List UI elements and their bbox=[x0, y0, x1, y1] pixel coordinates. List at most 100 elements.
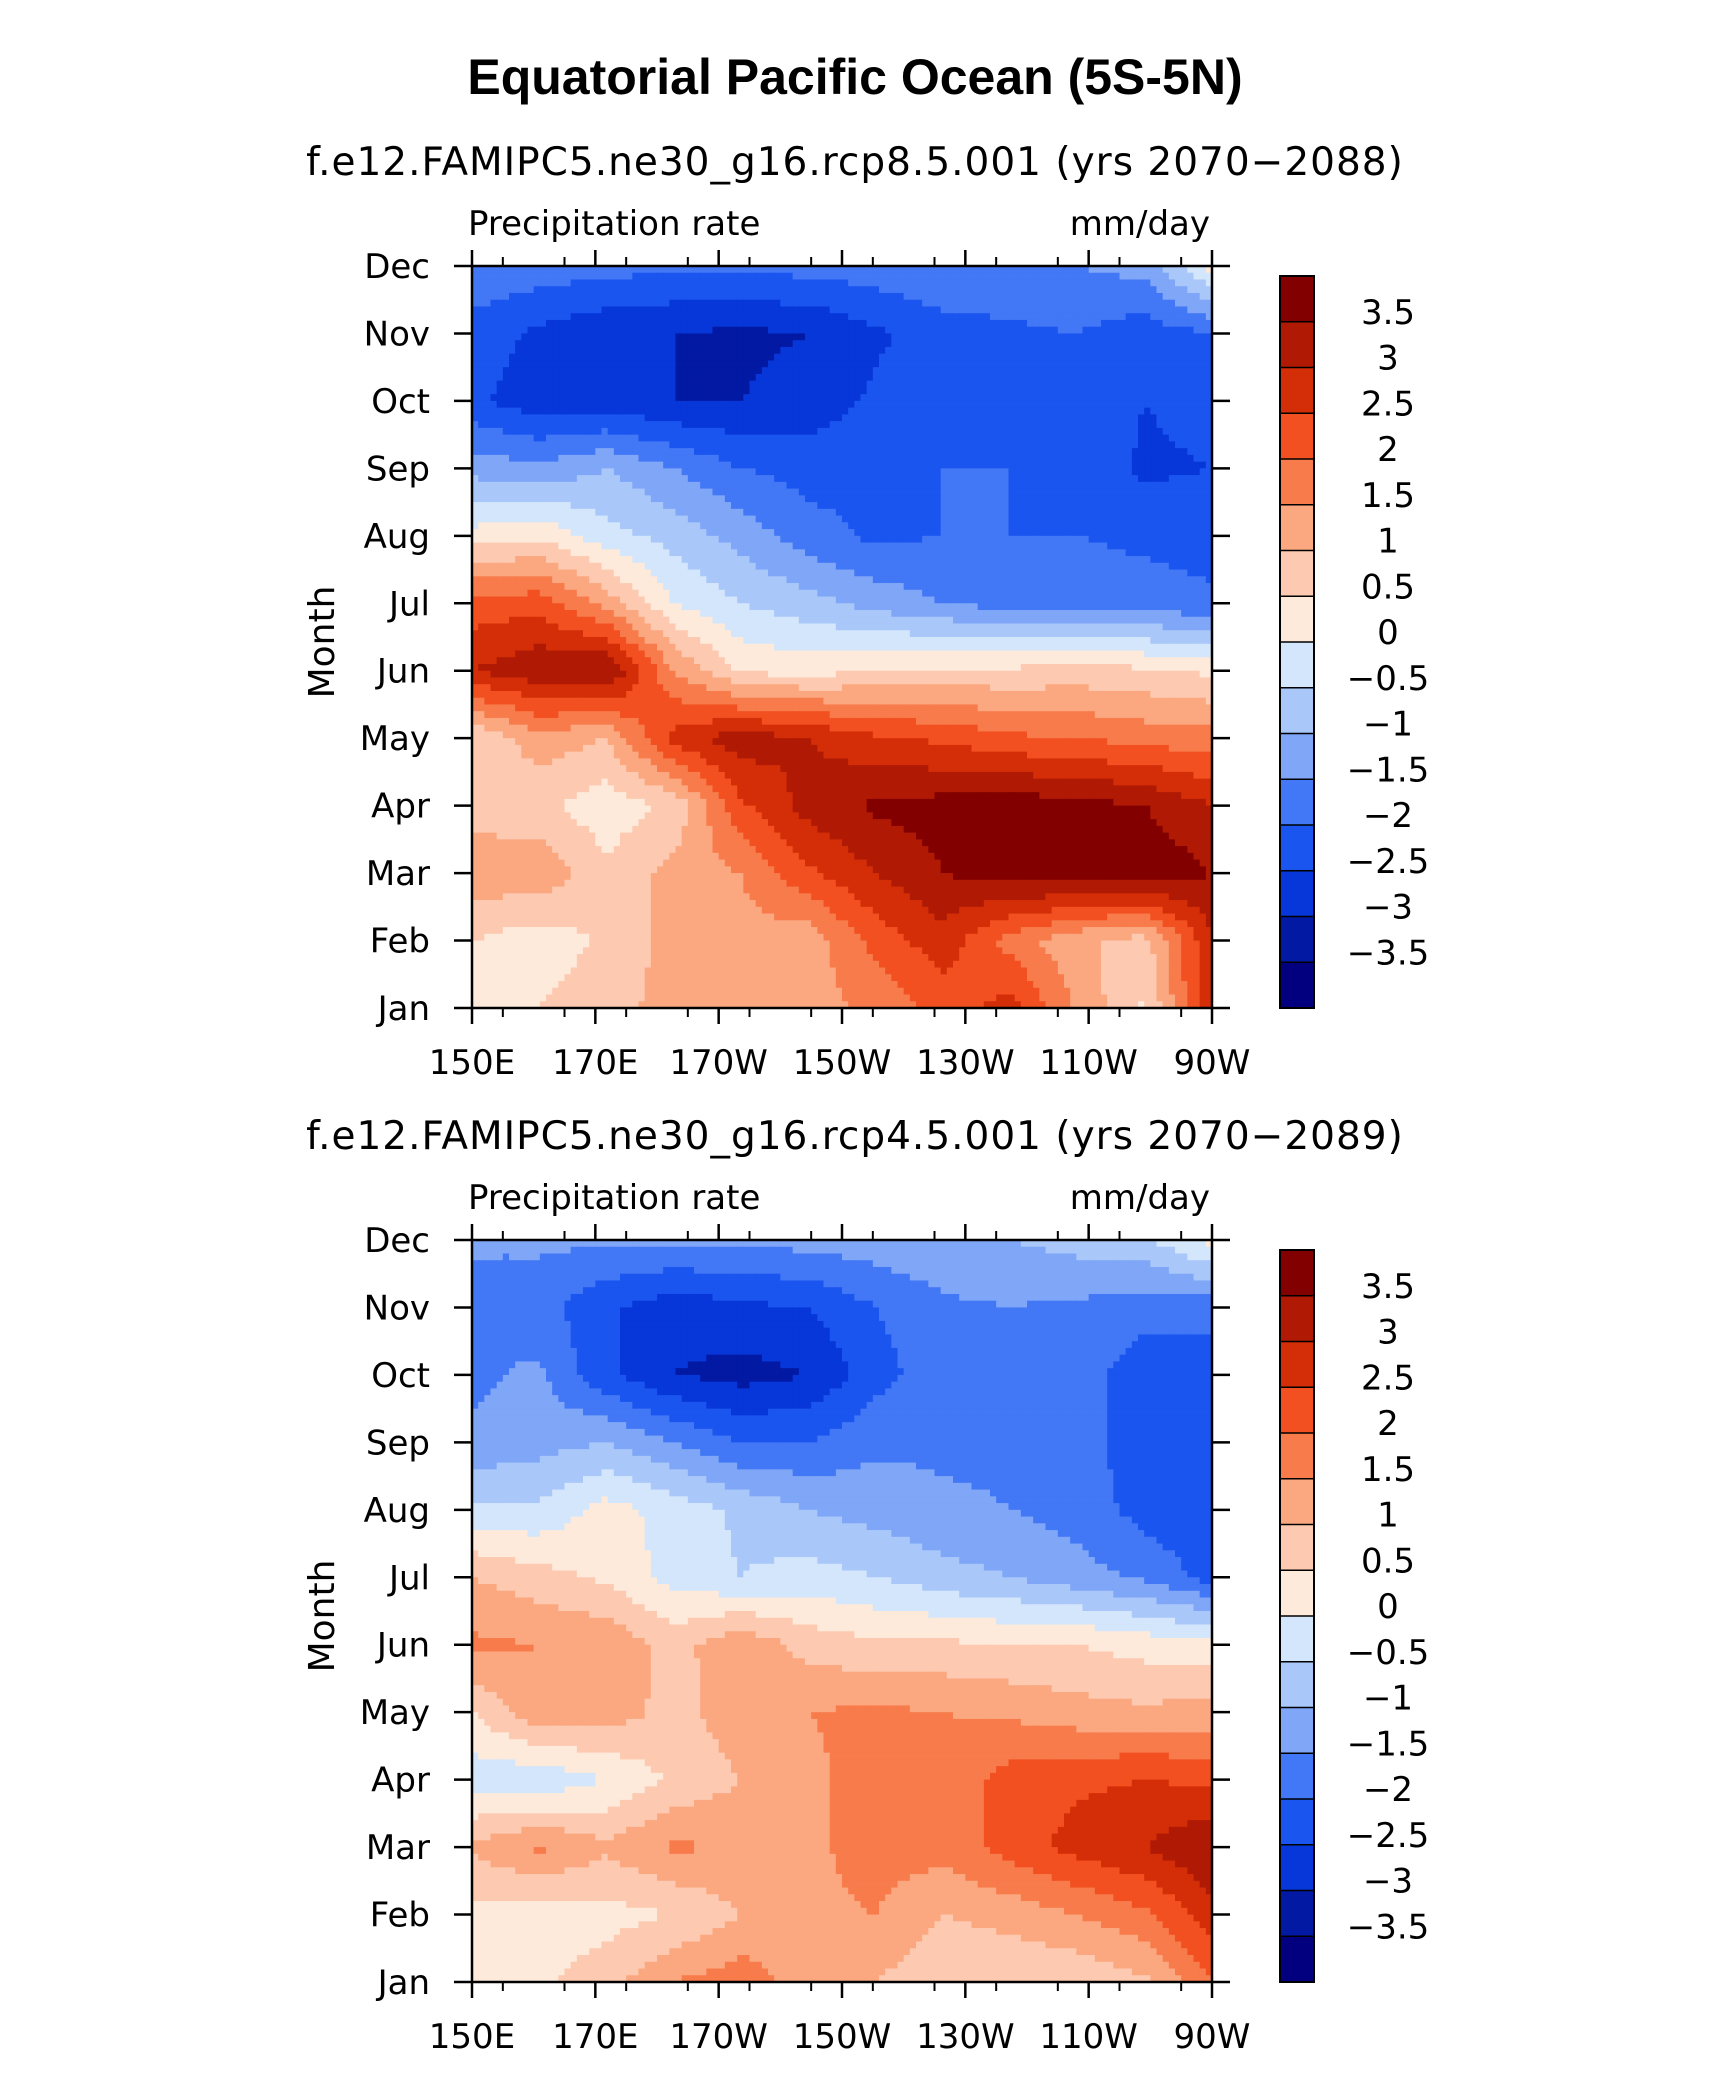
contour-cell bbox=[1125, 475, 1133, 483]
contour-cell bbox=[983, 414, 991, 422]
contour-cell bbox=[977, 427, 985, 436]
contour-cell bbox=[632, 394, 640, 402]
contour-cell bbox=[1181, 488, 1188, 496]
contour-cell bbox=[1008, 279, 1016, 287]
contour-cell bbox=[564, 535, 572, 544]
contour-cell bbox=[971, 481, 979, 490]
contour-cell bbox=[731, 414, 738, 422]
contour-cell bbox=[916, 502, 923, 510]
contour-cell bbox=[1057, 340, 1065, 348]
contour-cell bbox=[694, 326, 701, 335]
contour-cell bbox=[835, 360, 843, 368]
contour-cell bbox=[607, 279, 615, 287]
contour-cell bbox=[1039, 272, 1047, 281]
contour-cell bbox=[638, 448, 646, 456]
contour-cell bbox=[903, 488, 911, 496]
contour-cell bbox=[1131, 441, 1139, 449]
contour-cell bbox=[1125, 292, 1133, 301]
contour-cell bbox=[1082, 535, 1090, 544]
contour-cell bbox=[484, 468, 492, 476]
contour-cell bbox=[515, 529, 522, 537]
contour-cell bbox=[1057, 407, 1065, 415]
contour-cell bbox=[909, 414, 917, 422]
contour-cell bbox=[823, 421, 831, 429]
contour-cell bbox=[1193, 373, 1201, 382]
contour-cell bbox=[632, 367, 640, 375]
contour-cell bbox=[1156, 427, 1164, 436]
contour-cell bbox=[897, 299, 905, 308]
contour-cell bbox=[897, 292, 905, 301]
contour-cell bbox=[478, 333, 485, 341]
contour-cell bbox=[1039, 319, 1047, 328]
contour-cell bbox=[749, 367, 757, 375]
contour-cell bbox=[916, 394, 923, 402]
contour-cell bbox=[657, 346, 664, 355]
contour-cell bbox=[885, 414, 892, 422]
contour-cell bbox=[694, 434, 701, 442]
contour-cell bbox=[909, 333, 917, 341]
contour-cell bbox=[749, 346, 757, 355]
contour-cell bbox=[928, 454, 936, 463]
contour-cell bbox=[866, 380, 874, 389]
contour-cell bbox=[1119, 292, 1127, 301]
contour-cell bbox=[897, 461, 905, 469]
contour-cell bbox=[502, 522, 510, 530]
contour-cell bbox=[613, 434, 621, 442]
contour-cell bbox=[755, 400, 763, 409]
contour-cell bbox=[1101, 340, 1108, 348]
contour-cell bbox=[1187, 340, 1195, 348]
contour-cell bbox=[1144, 387, 1151, 395]
contour-cell bbox=[977, 434, 985, 442]
contour-cell bbox=[650, 468, 658, 476]
contour-cell bbox=[663, 286, 670, 294]
contour-cell bbox=[694, 299, 701, 308]
contour-cell bbox=[478, 421, 485, 429]
contour-cell bbox=[564, 407, 572, 415]
contour-cell bbox=[718, 441, 726, 449]
contour-cell bbox=[595, 461, 603, 469]
contour-cell bbox=[1144, 522, 1151, 530]
contour-cell bbox=[891, 326, 899, 335]
contour-cell bbox=[909, 421, 917, 429]
contour-cell bbox=[1020, 394, 1028, 402]
contour-cell bbox=[1064, 488, 1071, 496]
contour-cell bbox=[1162, 272, 1170, 281]
contour-cell bbox=[897, 380, 905, 389]
contour-cell bbox=[1094, 481, 1102, 490]
contour-cell bbox=[1199, 286, 1207, 294]
contour-cell bbox=[484, 414, 492, 422]
contour-cell bbox=[496, 542, 504, 550]
contour-cell bbox=[805, 468, 812, 476]
contour-cell bbox=[990, 508, 997, 517]
contour-cell bbox=[681, 313, 689, 321]
contour-cell bbox=[595, 515, 603, 523]
contour-cell bbox=[934, 286, 942, 294]
contour-cell bbox=[583, 542, 590, 550]
contour-cell bbox=[1107, 481, 1114, 490]
contour-cell bbox=[694, 266, 701, 274]
contour-cell bbox=[1064, 475, 1071, 483]
contour-cell bbox=[854, 535, 862, 544]
contour-cell bbox=[718, 387, 726, 395]
contour-cell bbox=[589, 475, 596, 483]
contour-cell bbox=[977, 266, 985, 274]
contour-cell bbox=[657, 414, 664, 422]
contour-cell bbox=[953, 488, 960, 496]
contour-cell bbox=[755, 542, 763, 550]
contour-cell bbox=[1094, 279, 1102, 287]
contour-cell bbox=[675, 407, 683, 415]
contour-cell bbox=[1138, 448, 1145, 456]
contour-cell bbox=[1131, 508, 1139, 517]
contour-cell bbox=[607, 292, 615, 301]
contour-cell bbox=[749, 333, 757, 341]
contour-cell bbox=[774, 367, 781, 375]
contour-cell bbox=[977, 461, 985, 469]
contour-cell bbox=[1205, 468, 1213, 476]
contour-cell bbox=[484, 313, 492, 321]
contour-cell bbox=[909, 441, 917, 449]
contour-cell bbox=[478, 522, 485, 530]
contour-cell bbox=[971, 373, 979, 382]
contour-cell bbox=[835, 367, 843, 375]
contour-cell bbox=[1051, 522, 1059, 530]
contour-cell bbox=[780, 461, 788, 469]
